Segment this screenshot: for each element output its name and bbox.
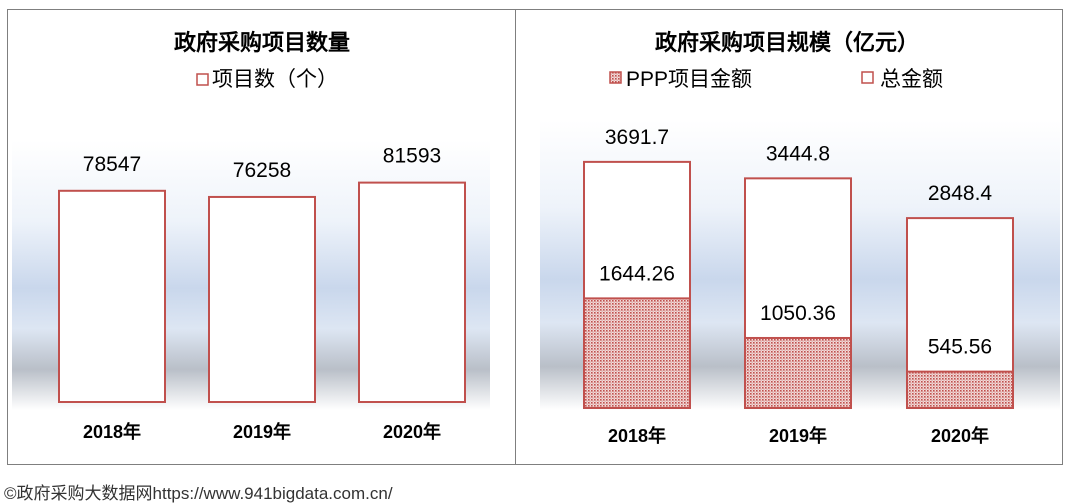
value-label-count-2: 76258 bbox=[233, 159, 291, 182]
value-label-ppp-1: 1644.26 bbox=[599, 262, 675, 285]
left-legend-label: 项目数（个） bbox=[212, 68, 338, 91]
value-label-total-3: 2848.4 bbox=[928, 182, 993, 205]
right-legend-swatch-total bbox=[861, 71, 874, 84]
left-legend-swatch bbox=[196, 73, 209, 86]
bar-ppp-1 bbox=[583, 297, 691, 409]
source-credit: ©政府采购大数据网https://www.941bigdata.com.cn/ bbox=[4, 484, 393, 503]
bar-count-1 bbox=[58, 189, 166, 403]
value-label-total-1: 3691.7 bbox=[605, 126, 669, 149]
right-legend-label-total: 总金额 bbox=[880, 68, 943, 91]
value-label-count-1: 78547 bbox=[83, 153, 141, 176]
category-label-left-2: 2019年 bbox=[233, 421, 291, 442]
category-label-left-1: 2018年 bbox=[83, 421, 141, 442]
right-legend-label-ppp: PPP项目金额 bbox=[626, 68, 752, 91]
bar-count-3 bbox=[358, 181, 466, 403]
panel-divider bbox=[515, 9, 516, 465]
bar-ppp-2 bbox=[744, 336, 852, 410]
category-label-right-3: 2020年 bbox=[931, 425, 989, 446]
right-legend-swatch-ppp bbox=[609, 71, 622, 84]
category-label-right-2: 2019年 bbox=[769, 425, 827, 446]
value-label-ppp-2: 1050.36 bbox=[760, 302, 836, 325]
value-label-ppp-3: 545.56 bbox=[928, 336, 992, 359]
value-label-total-2: 3444.8 bbox=[766, 142, 830, 165]
bar-count-2 bbox=[208, 195, 316, 403]
category-label-right-1: 2018年 bbox=[608, 425, 666, 446]
category-label-left-3: 2020年 bbox=[383, 421, 441, 442]
right-chart-title: 政府采购项目规模（亿元） bbox=[655, 30, 919, 55]
left-chart-title: 政府采购项目数量 bbox=[174, 30, 350, 55]
bar-ppp-3 bbox=[906, 370, 1014, 409]
value-label-count-3: 81593 bbox=[383, 145, 441, 168]
